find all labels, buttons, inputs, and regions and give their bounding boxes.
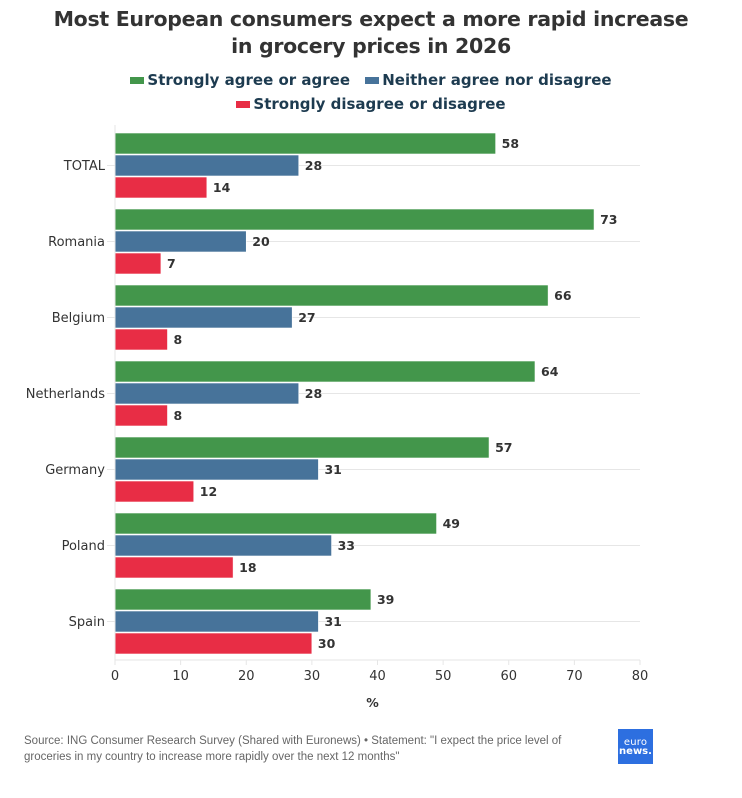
euronews-logo[interactable]: euro news. xyxy=(618,729,653,764)
legend-item-neither[interactable]: Neither agree nor disagree xyxy=(365,69,612,92)
x-tick-label-70: 70 xyxy=(566,669,583,684)
data-label-poland-strongly-disagree-or-disagree: 18 xyxy=(239,560,256,575)
bar-germany-neither-agree-nor-disagree[interactable] xyxy=(114,458,319,481)
legend-label-agree: Strongly agree or agree xyxy=(147,71,350,89)
x-tick-label-0: 0 xyxy=(111,669,119,684)
data-label-romania-strongly-agree-or-agree: 73 xyxy=(600,212,617,227)
category-label-romania: Romania xyxy=(48,235,105,250)
x-tick-label-60: 60 xyxy=(500,669,517,684)
labels: TOTAL 58 28 14 Romania 73 20 7 Belgium 66 27 8 Nethe… xyxy=(26,136,649,710)
bar-total-neither-agree-nor-disagree[interactable] xyxy=(114,154,300,177)
x-tick-label-20: 20 xyxy=(238,669,255,684)
category-label-total: TOTAL xyxy=(63,159,106,174)
bar-belgium-strongly-disagree-or-disagree[interactable] xyxy=(114,328,168,351)
bar-total-strongly-agree-or-agree[interactable] xyxy=(114,132,496,155)
data-label-netherlands-neither-agree-nor-disagree: 28 xyxy=(305,386,322,401)
x-axis-title: % xyxy=(366,695,379,710)
bar-total-strongly-disagree-or-disagree[interactable] xyxy=(114,176,208,199)
data-label-spain-strongly-agree-or-agree: 39 xyxy=(377,592,394,607)
legend-label-neither: Neither agree nor disagree xyxy=(382,71,612,89)
category-label-netherlands: Netherlands xyxy=(26,387,105,402)
chart-title-line-2: in grocery prices in 2026 xyxy=(231,34,511,58)
axes xyxy=(114,125,641,665)
data-label-total-strongly-agree-or-agree: 58 xyxy=(502,136,519,151)
x-tick-label-40: 40 xyxy=(369,669,386,684)
legend-row-2: Strongly disagree or disagree xyxy=(0,92,742,116)
x-tick-label-10: 10 xyxy=(172,669,189,684)
x-tick-label-30: 30 xyxy=(304,669,321,684)
data-label-total-strongly-disagree-or-disagree: 14 xyxy=(213,180,231,195)
bar-belgium-strongly-agree-or-agree[interactable] xyxy=(114,284,549,307)
bar-spain-neither-agree-nor-disagree[interactable] xyxy=(114,610,319,633)
legend-swatch-neither xyxy=(365,77,380,84)
chart-title-line-1: Most European consumers expect a more ra… xyxy=(53,7,689,31)
data-label-belgium-neither-agree-nor-disagree: 27 xyxy=(298,310,315,325)
legend-swatch-disagree xyxy=(236,101,251,108)
data-label-germany-strongly-agree-or-agree: 57 xyxy=(495,440,512,455)
bar-netherlands-strongly-disagree-or-disagree[interactable] xyxy=(114,404,168,427)
category-label-poland: Poland xyxy=(62,539,105,554)
bar-germany-strongly-agree-or-agree[interactable] xyxy=(114,436,490,459)
data-label-germany-strongly-disagree-or-disagree: 12 xyxy=(200,484,217,499)
data-label-belgium-strongly-agree-or-agree: 66 xyxy=(554,288,572,303)
data-label-romania-neither-agree-nor-disagree: 20 xyxy=(252,234,270,249)
legend-item-disagree[interactable]: Strongly disagree or disagree xyxy=(236,93,506,116)
data-label-poland-neither-agree-nor-disagree: 33 xyxy=(338,538,355,553)
bar-romania-strongly-disagree-or-disagree[interactable] xyxy=(114,252,162,275)
bar-romania-neither-agree-nor-disagree[interactable] xyxy=(114,230,247,253)
bar-romania-strongly-agree-or-agree[interactable] xyxy=(114,208,595,231)
bar-netherlands-strongly-agree-or-agree[interactable] xyxy=(114,360,536,383)
logo-text-news: news. xyxy=(619,745,652,757)
bar-spain-strongly-disagree-or-disagree[interactable] xyxy=(114,632,313,655)
data-label-netherlands-strongly-disagree-or-disagree: 8 xyxy=(174,408,183,423)
category-label-belgium: Belgium xyxy=(52,311,105,326)
data-label-poland-strongly-agree-or-agree: 49 xyxy=(443,516,460,531)
x-tick-label-80: 80 xyxy=(632,669,649,684)
source-note: Source: ING Consumer Research Survey (Sh… xyxy=(24,735,562,763)
data-label-netherlands-strongly-agree-or-agree: 64 xyxy=(541,364,559,379)
bar-germany-strongly-disagree-or-disagree[interactable] xyxy=(114,480,195,503)
data-label-germany-neither-agree-nor-disagree: 31 xyxy=(324,462,341,477)
logo-text-euro: euro xyxy=(623,736,648,748)
bar-poland-strongly-agree-or-agree[interactable] xyxy=(114,512,437,535)
bars xyxy=(114,132,595,655)
category-label-germany: Germany xyxy=(45,463,105,478)
x-tick-label-50: 50 xyxy=(435,669,452,684)
legend-label-disagree: Strongly disagree or disagree xyxy=(253,95,506,113)
data-label-belgium-strongly-disagree-or-disagree: 8 xyxy=(174,332,183,347)
bar-netherlands-neither-agree-nor-disagree[interactable] xyxy=(114,382,300,405)
data-label-spain-neither-agree-nor-disagree: 31 xyxy=(324,614,341,629)
bar-belgium-neither-agree-nor-disagree[interactable] xyxy=(114,306,293,329)
legend-item-agree[interactable]: Strongly agree or agree xyxy=(130,69,350,92)
data-label-total-neither-agree-nor-disagree: 28 xyxy=(305,158,322,173)
data-label-romania-strongly-disagree-or-disagree: 7 xyxy=(167,256,176,271)
bar-spain-strongly-agree-or-agree[interactable] xyxy=(114,588,372,611)
category-label-spain: Spain xyxy=(69,615,105,630)
chart-title: Most European consumers expect a more ra… xyxy=(0,6,742,60)
legend-swatch-agree xyxy=(130,77,145,84)
bar-poland-neither-agree-nor-disagree[interactable] xyxy=(114,534,332,557)
legend: Strongly agree or agree Neither agree no… xyxy=(0,68,742,116)
bar-chart: TOTAL 58 28 14 Romania 73 20 7 Belgium 66 27 8 Nethe… xyxy=(26,125,649,710)
data-label-spain-strongly-disagree-or-disagree: 30 xyxy=(318,636,336,651)
bar-poland-strongly-disagree-or-disagree[interactable] xyxy=(114,556,234,579)
legend-row-1: Strongly agree or agree Neither agree no… xyxy=(0,68,742,92)
